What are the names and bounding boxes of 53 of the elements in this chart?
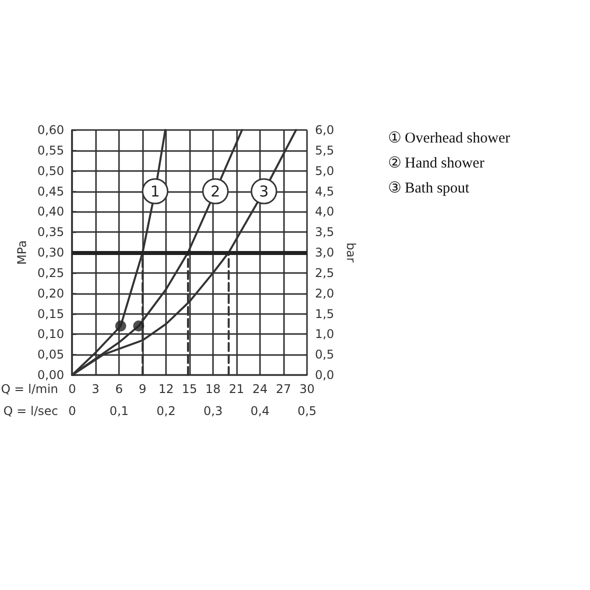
y2-tick-label: 2,0 xyxy=(315,286,334,300)
y-axis-title: MPa xyxy=(15,240,30,265)
y-tick-label: 0,00 xyxy=(37,368,64,382)
x2-tick-label: 0,5 xyxy=(297,404,317,418)
y-tick-label: 0,60 xyxy=(37,123,64,137)
y2-tick-label: 3,0 xyxy=(315,246,334,260)
y2-tick-label: 6,0 xyxy=(315,123,334,137)
y2-axis-title: bar xyxy=(344,242,358,263)
y-tick-label: 0,15 xyxy=(37,306,64,321)
y-tick-label: 0,10 xyxy=(37,327,64,342)
y2-tick-label: 4,0 xyxy=(315,204,334,219)
y-tick-label: 0,05 xyxy=(37,348,64,362)
x-axis-title: Q = l/min xyxy=(0,382,58,396)
y2-tick-label: 0,0 xyxy=(315,368,334,382)
annotation: 1 xyxy=(150,182,160,200)
y-tick-label: 0,30 xyxy=(37,246,64,260)
x-tick-label: 9 xyxy=(138,382,146,396)
x2-axis-title: Q = l/sec xyxy=(3,404,58,418)
y2-tick-label: 5,0 xyxy=(315,164,334,178)
x-tick-label: 12 xyxy=(158,382,174,396)
x-tick-label: 3 xyxy=(92,382,100,396)
x-tick-label: 30 xyxy=(299,382,315,396)
x-tick-label: 18 xyxy=(205,382,221,396)
y2-tick-label: 3,5 xyxy=(315,225,334,240)
annotation: 3 xyxy=(259,182,269,200)
y-tick-label: 0,35 xyxy=(37,225,64,240)
y-tick-label: 0,50 xyxy=(37,164,64,178)
x2-tick-label: 0,2 xyxy=(156,404,176,418)
y2-tick-label: 0,5 xyxy=(315,348,334,362)
x2-tick-label: 0,3 xyxy=(204,404,223,418)
x-tick-label: 21 xyxy=(228,382,244,396)
x2-tick-label: 0 xyxy=(68,404,76,418)
y-tick-label: 0,40 xyxy=(37,204,64,219)
y2-tick-label: 1,5 xyxy=(315,306,334,321)
y-tick-label: 0,25 xyxy=(37,266,64,280)
x-tick-label: 0 xyxy=(68,382,76,396)
x-tick-label: 27 xyxy=(276,382,292,396)
text: ① Overhead shower xyxy=(388,130,510,146)
annotation: 2 xyxy=(210,182,220,200)
text: ③ Bath spout xyxy=(388,180,470,196)
y2-tick-label: 1,0 xyxy=(315,327,334,342)
y-tick-label: 0,20 xyxy=(37,286,64,300)
x2-tick-label: 0,1 xyxy=(110,404,129,418)
x-tick-label: 6 xyxy=(115,382,123,396)
y2-tick-label: 2,5 xyxy=(315,266,334,280)
y2-tick-label: 5,5 xyxy=(315,143,334,158)
y-tick-label: 0,45 xyxy=(37,184,64,198)
text: ② Hand shower xyxy=(388,156,484,172)
x2-tick-label: 0,4 xyxy=(250,404,270,418)
x-tick-label: 15 xyxy=(182,382,198,396)
y2-tick-label: 4,5 xyxy=(315,184,334,198)
x-tick-label: 24 xyxy=(252,382,268,396)
y-tick-label: 0,55 xyxy=(37,143,64,158)
